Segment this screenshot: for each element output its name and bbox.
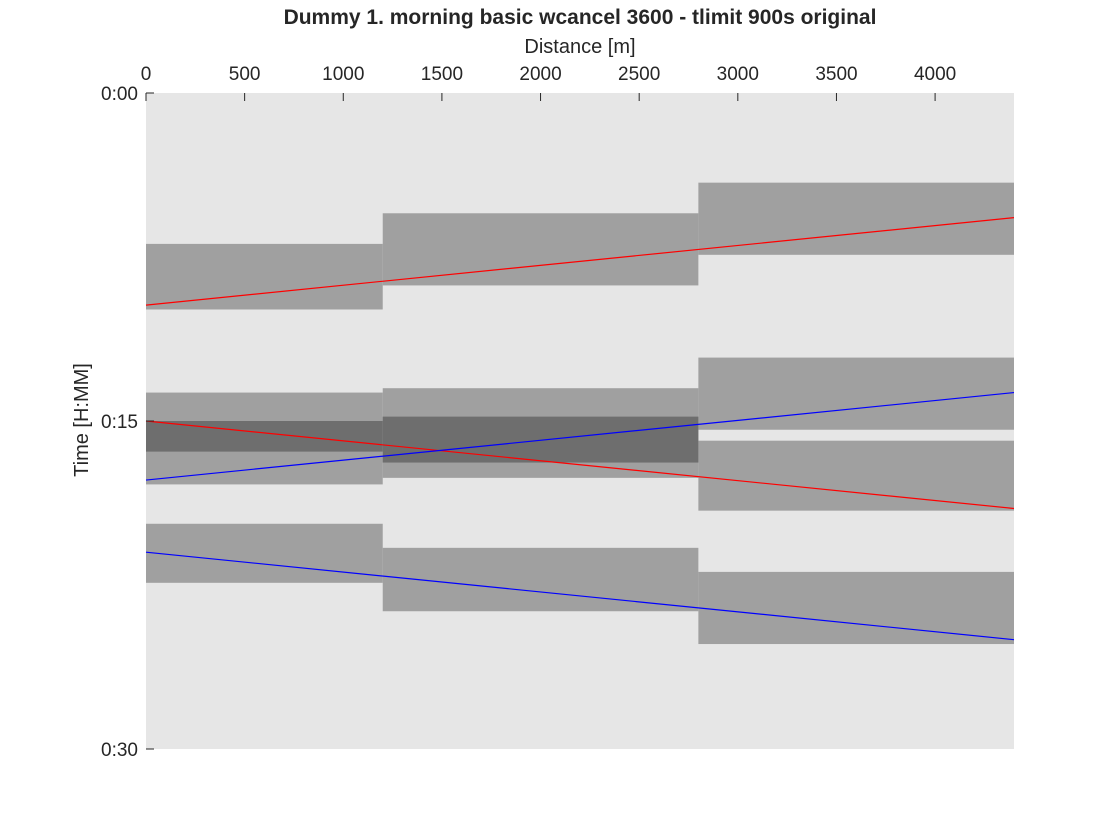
trajectory-line — [145, 391, 1015, 481]
occupancy-block — [698, 357, 1014, 430]
x-tick-label: 4000 — [914, 64, 956, 85]
occupancy-block — [382, 213, 699, 286]
trajectory-line — [145, 217, 1015, 306]
blocks-layer — [146, 182, 1014, 645]
occupancy-block — [698, 440, 1014, 511]
trajectory-line — [145, 420, 1015, 510]
occupancy-block — [146, 243, 383, 310]
y-ticks: 0:00 0:15 0:30 — [101, 84, 154, 761]
x-tick-label: 3000 — [717, 64, 759, 85]
overlap-block — [146, 421, 383, 452]
x-tick-label: 0 — [141, 64, 152, 85]
trajectory-line — [145, 551, 1015, 641]
x-tick-label: 3500 — [815, 64, 857, 85]
occupancy-block — [698, 182, 1014, 255]
x-tick-label: 1000 — [322, 64, 364, 85]
y-tick-label: 0:30 — [101, 740, 138, 761]
x-tick-label: 500 — [229, 64, 261, 85]
overlap-block — [382, 416, 699, 463]
x-tick-label: 1500 — [421, 64, 463, 85]
y-tick-label: 0:00 — [101, 84, 138, 105]
x-tick-label: 2500 — [618, 64, 660, 85]
x-ticks: 0 500 1000 1500 2000 2500 3000 3500 4000 — [141, 64, 956, 101]
x-axis-label: Distance [m] — [524, 36, 635, 58]
occupancy-block — [698, 571, 1014, 645]
chart-title: Dummy 1. morning basic wcancel 3600 - tl… — [284, 6, 877, 29]
occupancy-block — [382, 547, 699, 612]
occupancy-block — [146, 523, 383, 583]
y-axis-label: Time [H:MM] — [71, 363, 93, 477]
x-tick-label: 2000 — [519, 64, 561, 85]
series-layer — [145, 217, 1015, 641]
y-tick-label: 0:15 — [101, 412, 138, 433]
